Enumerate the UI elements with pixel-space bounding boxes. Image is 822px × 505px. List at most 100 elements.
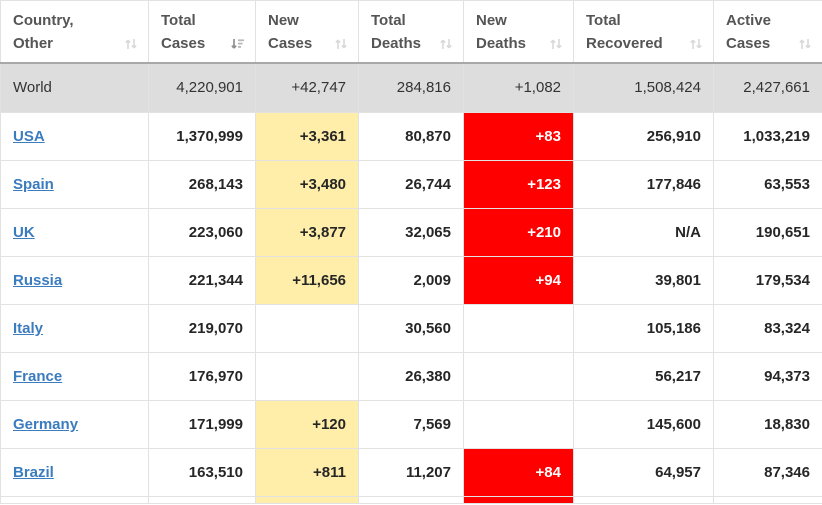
header-total-cases[interactable]: Total Cases: [148, 0, 256, 64]
new-cases-cell: +3,480: [255, 160, 359, 209]
sort-unsorted-icon[interactable]: [124, 37, 138, 51]
total-recovered-cell: 256,910: [573, 112, 714, 161]
header-label-line2: Cases: [161, 34, 206, 52]
total-cases-cell: 1,370,999: [148, 112, 256, 161]
total-cases-cell: 223,060: [148, 208, 256, 257]
table-row-partial: [0, 496, 822, 504]
table-row-uk: UK 223,060 +3,877 32,065 +210 N/A 190,65…: [0, 208, 822, 257]
header-label-line2: Recovered: [586, 34, 663, 52]
new-deaths-cell: [463, 304, 574, 353]
total-recovered-cell: 1,508,424: [573, 62, 714, 113]
total-cases-cell: 163,510: [148, 448, 256, 497]
total-cases-cell: 221,344: [148, 256, 256, 305]
country-link-usa[interactable]: USA: [13, 128, 45, 145]
header-label-line1: Total: [586, 12, 621, 29]
table-row-spain: Spain 268,143 +3,480 26,744 +123 177,846…: [0, 160, 822, 209]
header-label-line2: Other: [13, 34, 54, 52]
total-deaths-cell: 32,065: [358, 208, 464, 257]
country-link-france[interactable]: France: [13, 368, 63, 385]
new-deaths-cell: +123: [463, 160, 574, 209]
active-cases-cell: 1,033,219: [713, 112, 822, 161]
country-link-germany[interactable]: Germany: [13, 416, 79, 433]
active-cases-cell: 83,324: [713, 304, 822, 353]
total-recovered-cell: 177,846: [573, 160, 714, 209]
active-cases-cell: 63,553: [713, 160, 822, 209]
total-cases-cell: 219,070: [148, 304, 256, 353]
active-cases-cell: 94,373: [713, 352, 822, 401]
total-deaths-cell: 2,009: [358, 256, 464, 305]
header-new-cases[interactable]: New Cases: [255, 0, 359, 64]
country-link-spain[interactable]: Spain: [13, 176, 54, 193]
total-recovered-cell: 64,957: [573, 448, 714, 497]
sort-unsorted-icon[interactable]: [689, 37, 703, 51]
active-cases-cell: 18,830: [713, 400, 822, 449]
total-deaths-cell: 26,380: [358, 352, 464, 401]
table-row-italy: Italy 219,070 30,560 105,186 83,324: [0, 304, 822, 353]
new-deaths-cell: [463, 400, 574, 449]
header-country-other[interactable]: Country, Other: [0, 0, 149, 64]
header-label-line1: New: [268, 12, 299, 29]
new-cases-cell: +42,747: [255, 62, 359, 113]
total-recovered-cell: 145,600: [573, 400, 714, 449]
country-link-russia[interactable]: Russia: [13, 272, 63, 289]
total-deaths-cell: 284,816: [358, 62, 464, 113]
total-deaths-cell: 7,569: [358, 400, 464, 449]
total-recovered-cell: N/A: [573, 208, 714, 257]
new-cases-cell: +11,656: [255, 256, 359, 305]
header-label-line2: Deaths: [476, 34, 527, 52]
country-link-italy[interactable]: Italy: [13, 320, 44, 337]
sort-unsorted-icon[interactable]: [798, 37, 812, 51]
active-cases-cell: 179,534: [713, 256, 822, 305]
total-cases-cell: 4,220,901: [148, 62, 256, 113]
new-deaths-cell: +210: [463, 208, 574, 257]
table-row-germany: Germany 171,999 +120 7,569 145,600 18,83…: [0, 400, 822, 449]
header-new-deaths[interactable]: New Deaths: [463, 0, 574, 64]
sort-unsorted-icon[interactable]: [334, 37, 348, 51]
sort-unsorted-icon[interactable]: [439, 37, 453, 51]
country-link-brazil[interactable]: Brazil: [13, 464, 54, 481]
header-label-line1: Total: [161, 12, 196, 29]
table-row-brazil: Brazil 163,510 +811 11,207 +84 64,957 87…: [0, 448, 822, 497]
total-deaths-cell: 80,870: [358, 112, 464, 161]
total-cases-cell: 268,143: [148, 160, 256, 209]
table-row-usa: USA 1,370,999 +3,361 80,870 +83 256,910 …: [0, 112, 822, 161]
total-deaths-cell: 11,207: [358, 448, 464, 497]
header-total-deaths[interactable]: Total Deaths: [358, 0, 464, 64]
new-deaths-cell: +1,082: [463, 62, 574, 113]
header-label-line2: Deaths: [371, 34, 422, 52]
total-recovered-cell: 39,801: [573, 256, 714, 305]
new-deaths-cell: +83: [463, 112, 574, 161]
total-deaths-cell: 26,744: [358, 160, 464, 209]
active-cases-cell: 2,427,661: [713, 62, 822, 113]
header-label-line1: Total: [371, 12, 406, 29]
new-cases-cell: +3,877: [255, 208, 359, 257]
header-total-recovered[interactable]: Total Recovered: [573, 0, 714, 64]
new-deaths-cell: +84: [463, 448, 574, 497]
header-label-line1: New: [476, 12, 507, 29]
header-label-line1: Country,: [13, 12, 74, 29]
new-cases-cell: +3,361: [255, 112, 359, 161]
total-deaths-cell: 30,560: [358, 304, 464, 353]
header-label-line1: Active: [726, 12, 772, 29]
new-cases-cell: [255, 304, 359, 353]
new-cases-cell: [255, 352, 359, 401]
total-cases-cell: 176,970: [148, 352, 256, 401]
table-row-world: World 4,220,901 +42,747 284,816 +1,082 1…: [0, 62, 822, 113]
sort-unsorted-icon[interactable]: [549, 37, 563, 51]
header-active-cases[interactable]: Active Cases: [713, 0, 822, 64]
new-cases-cell: +120: [255, 400, 359, 449]
new-deaths-cell: [463, 352, 574, 401]
table-header: Country, Other Total Cases New Cases: [0, 0, 822, 64]
active-cases-cell: 87,346: [713, 448, 822, 497]
new-cases-cell: +811: [255, 448, 359, 497]
world-label: World: [0, 62, 149, 113]
header-label-line2: Cases: [268, 34, 313, 52]
sort-descending-active-icon[interactable]: [230, 37, 245, 51]
header-label-line2: Cases: [726, 34, 771, 52]
new-deaths-cell: +94: [463, 256, 574, 305]
total-cases-cell: 171,999: [148, 400, 256, 449]
table-row-russia: Russia 221,344 +11,656 2,009 +94 39,801 …: [0, 256, 822, 305]
country-link-uk[interactable]: UK: [13, 224, 35, 241]
active-cases-cell: 190,651: [713, 208, 822, 257]
